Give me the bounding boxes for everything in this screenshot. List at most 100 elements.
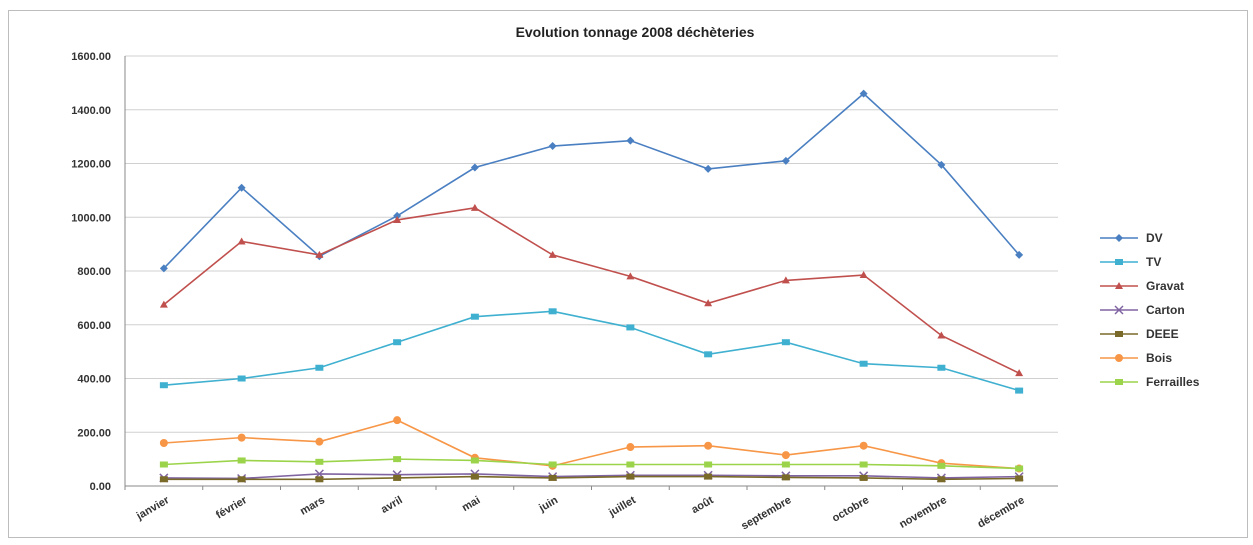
data-point-dv <box>781 156 790 165</box>
data-point-tv <box>1015 387 1024 394</box>
data-point-dv <box>393 211 402 220</box>
chart-title: Evolution tonnage 2008 déchèteries <box>516 24 755 40</box>
x-tick-label: septembre <box>739 494 793 532</box>
data-point-gravat <box>859 271 868 279</box>
data-point-ferrailles <box>781 461 790 468</box>
data-point-ferrailles <box>470 457 479 464</box>
grid-lines <box>125 55 1058 487</box>
legend-marker <box>1115 282 1123 289</box>
data-point-deee <box>315 476 324 483</box>
series-group <box>159 89 1024 484</box>
data-point-bois <box>237 433 246 442</box>
legend-item-dv: DV <box>1100 231 1163 245</box>
y-tick-label: 1600.00 <box>71 51 111 63</box>
data-point-ferrailles <box>626 461 635 468</box>
legend-marker <box>1115 259 1123 265</box>
data-point-ferrailles <box>237 457 246 464</box>
data-point-deee <box>626 473 635 480</box>
legend-label: Bois <box>1146 351 1172 365</box>
data-point-deee <box>1015 475 1024 482</box>
data-point-dv <box>470 163 479 172</box>
x-tick-label: juin <box>536 494 560 515</box>
y-tick-label: 800.00 <box>77 266 111 278</box>
data-point-deee <box>470 473 479 480</box>
series-line-tv <box>163 310 1020 392</box>
data-point-tv <box>237 375 246 382</box>
data-point-dv <box>704 164 713 173</box>
series-line-deee <box>163 475 1020 481</box>
x-tick-label: octobre <box>830 494 871 525</box>
data-point-dv <box>1015 250 1024 259</box>
data-point-gravat <box>1015 369 1024 377</box>
data-point-dv <box>937 160 946 169</box>
legend-item-gravat: Gravat <box>1100 279 1184 293</box>
data-point-gravat <box>704 299 713 307</box>
data-point-gravat <box>470 203 479 211</box>
data-point-gravat <box>393 215 402 223</box>
x-tick-label: août <box>690 494 716 516</box>
data-point-bois <box>159 439 168 447</box>
legend-label: DEEE <box>1146 327 1179 341</box>
data-point-tv <box>393 339 402 346</box>
data-point-bois <box>393 416 402 425</box>
legend-label: DV <box>1146 231 1163 245</box>
data-point-deee <box>781 474 790 481</box>
series-line-bois <box>163 419 1020 470</box>
data-point-deee <box>237 476 246 483</box>
legend-marker <box>1115 331 1123 337</box>
data-point-gravat <box>159 300 168 308</box>
data-point-gravat <box>937 331 946 339</box>
x-tick-label: avril <box>379 494 405 516</box>
data-point-dv <box>626 136 635 145</box>
data-point-tv <box>159 382 168 389</box>
series-carton <box>159 469 1024 484</box>
data-point-tv <box>470 313 479 320</box>
data-point-bois <box>704 441 713 450</box>
y-tick-label: 0.00 <box>90 481 111 493</box>
data-point-dv <box>859 89 868 98</box>
x-tick-label: mai <box>460 494 482 514</box>
y-tick-label: 600.00 <box>77 320 111 332</box>
data-point-dv <box>237 183 246 192</box>
data-point-tv <box>937 364 946 371</box>
data-point-dv <box>159 264 168 273</box>
data-point-gravat <box>315 250 324 258</box>
data-point-ferrailles <box>1015 465 1024 472</box>
x-tick-label: décembre <box>976 494 1027 530</box>
data-point-deee <box>548 474 557 481</box>
legend-marker <box>1114 305 1124 315</box>
x-axis: janvier février mars avril mai juin juillet aoû… <box>124 485 1058 532</box>
y-tick-label: 1200.00 <box>71 159 111 171</box>
data-point-deee <box>704 473 713 480</box>
data-point-ferrailles <box>548 461 557 468</box>
legend-item-deee: DEEE <box>1100 327 1179 341</box>
legend-item-ferrailles: Ferrailles <box>1100 375 1200 389</box>
data-point-ferrailles <box>859 461 868 468</box>
x-tick-label: février <box>214 494 250 522</box>
series-line-ferrailles <box>163 458 1020 470</box>
data-point-ferrailles <box>393 456 402 463</box>
marker-stroke <box>1114 305 1124 315</box>
series-tv <box>159 308 1024 394</box>
legend-marker <box>1115 354 1123 362</box>
x-tick-label: mars <box>298 494 327 518</box>
y-tick-label: 400.00 <box>77 374 111 386</box>
data-point-gravat <box>781 276 790 284</box>
legend-item-bois: Bois <box>1100 351 1172 365</box>
legend-label: Gravat <box>1146 279 1184 293</box>
legend-marker <box>1115 234 1123 242</box>
series-line-dv <box>163 92 1020 269</box>
x-tick-label: janvier <box>134 494 172 523</box>
legend-label: Carton <box>1146 303 1185 317</box>
legend-item-carton: Carton <box>1100 303 1185 317</box>
legend: DV TV Gravat Carton DEEE Bois Ferrailles <box>1100 231 1200 389</box>
data-point-ferrailles <box>159 461 168 468</box>
data-point-deee <box>937 476 946 483</box>
data-point-bois <box>781 451 790 460</box>
data-point-tv <box>548 308 557 315</box>
data-point-bois <box>859 441 868 450</box>
x-tick-label: juillet <box>606 494 638 519</box>
series-ferrailles <box>159 456 1024 472</box>
data-point-deee <box>859 474 868 481</box>
